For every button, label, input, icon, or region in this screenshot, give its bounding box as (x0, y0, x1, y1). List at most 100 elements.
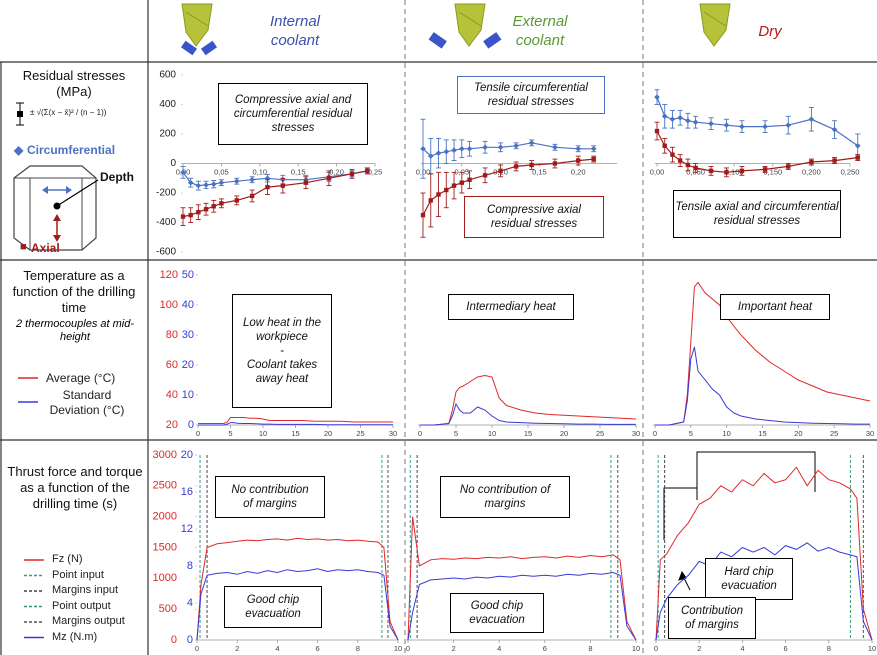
x-tick-label: 0 (196, 429, 200, 438)
point (482, 144, 488, 151)
x-tick-label: 8 (588, 644, 592, 653)
point (436, 192, 441, 197)
x-tick-label: 8 (356, 644, 360, 653)
point (708, 168, 714, 174)
annotation-line: No contribution of (459, 484, 551, 496)
row-title: Thrust force and torque as a function of… (7, 464, 143, 511)
point (591, 156, 596, 162)
annotation-line: of margins (243, 498, 297, 510)
point (443, 148, 450, 155)
legend-label: Point input (52, 568, 104, 581)
series-line (196, 568, 399, 641)
y-tick-label: -600 (156, 247, 176, 258)
y-tick-label: 100 (160, 299, 178, 311)
y-tick-label: 60 (166, 359, 178, 371)
point (498, 168, 503, 174)
x-tick-label: 0,150 (763, 167, 782, 176)
annotation-line: - (280, 345, 284, 357)
legend-label: Mz (N.m) (52, 630, 98, 643)
annotation-line: evacuation (245, 608, 301, 620)
x-tick-label: 15 (758, 429, 766, 438)
point (428, 198, 433, 203)
y-tick-label: 0 (171, 634, 177, 646)
point (444, 187, 449, 193)
x-tick-label: 20 (794, 429, 802, 438)
x-tick-label: 10 (722, 429, 730, 438)
series-line (198, 422, 393, 426)
chart: 0 5 10 15 20 25 30 (653, 281, 874, 438)
y-tick-label: 2500 (153, 480, 177, 492)
point (219, 201, 224, 206)
series-line (407, 571, 637, 641)
point (249, 176, 255, 183)
series-line (198, 417, 393, 424)
point (785, 122, 792, 128)
specimen-diagram (13, 102, 99, 251)
point (265, 184, 270, 190)
y2-tick-label: 12 (181, 523, 193, 535)
point (854, 143, 861, 149)
point (451, 147, 457, 154)
x-tick-label: 25 (356, 429, 364, 438)
series-line (655, 542, 873, 641)
y2-tick-label: 50 (182, 269, 194, 281)
point (677, 158, 683, 163)
chart: 0 2 4 6 8 10 (654, 455, 876, 653)
x-tick-label: 4 (275, 644, 279, 653)
point (552, 144, 558, 151)
series-line (420, 374, 637, 426)
point (218, 179, 225, 186)
column-header: External coolant (512, 13, 568, 49)
x-tick-label: 0 (654, 644, 658, 653)
point (326, 176, 332, 181)
x-tick-label: 8 (827, 644, 831, 653)
x-tick-label: 10 (868, 644, 876, 653)
point (459, 145, 465, 152)
y2-tick-label: 20 (182, 359, 194, 371)
point (210, 181, 217, 187)
point (233, 178, 240, 184)
y-tick-label: 500 (159, 603, 177, 615)
y2-tick-label: 0 (187, 634, 193, 646)
point (809, 159, 814, 165)
point (685, 117, 691, 124)
legend-symbol: ■ (20, 241, 27, 253)
x-tick-label: 0 (195, 644, 199, 653)
annotation-line: evacuation (469, 614, 525, 626)
annotation: No contribution of margins (440, 476, 570, 518)
x-tick-label: 0,15 (532, 167, 547, 176)
annotation: Contribution of margins (668, 597, 756, 639)
column-header: Dry (758, 23, 782, 40)
x-tick-label: 0,25 (368, 167, 383, 176)
annotation-line: Hard chip (724, 566, 774, 578)
point (180, 169, 186, 176)
y2-tick-label: 4 (187, 597, 193, 609)
y2-tick-label: 30 (182, 329, 194, 341)
point (280, 183, 286, 188)
series-line (196, 537, 399, 641)
point (203, 207, 209, 212)
x-tick-label: 30 (866, 429, 874, 438)
x-tick-label: 2 (235, 644, 239, 653)
x-tick-label: 4 (497, 644, 501, 653)
point (832, 158, 837, 163)
point (451, 183, 457, 188)
annotation: Compressive axial residual stresses (464, 196, 604, 238)
y2-tick-label: 16 (181, 486, 193, 498)
point (435, 150, 442, 156)
y2-tick-label: 0 (188, 419, 194, 431)
y-tick-label: 80 (166, 329, 178, 341)
x-tick-label: 6 (784, 644, 788, 653)
point (180, 214, 186, 219)
point (654, 94, 660, 100)
y-tick-label: 200 (159, 129, 176, 140)
x-tick-label: 20 (560, 429, 568, 438)
point (303, 180, 309, 185)
annotation-line: margins (484, 498, 526, 510)
series-line (655, 346, 870, 426)
formula: ± √(Σ(x − x̄)² / (n − 1)) (30, 108, 107, 117)
annotation: Tensile axial and circumferential residua… (673, 190, 841, 238)
annotation-line: residual stresses (490, 218, 578, 230)
x-tick-label: 6 (316, 644, 320, 653)
